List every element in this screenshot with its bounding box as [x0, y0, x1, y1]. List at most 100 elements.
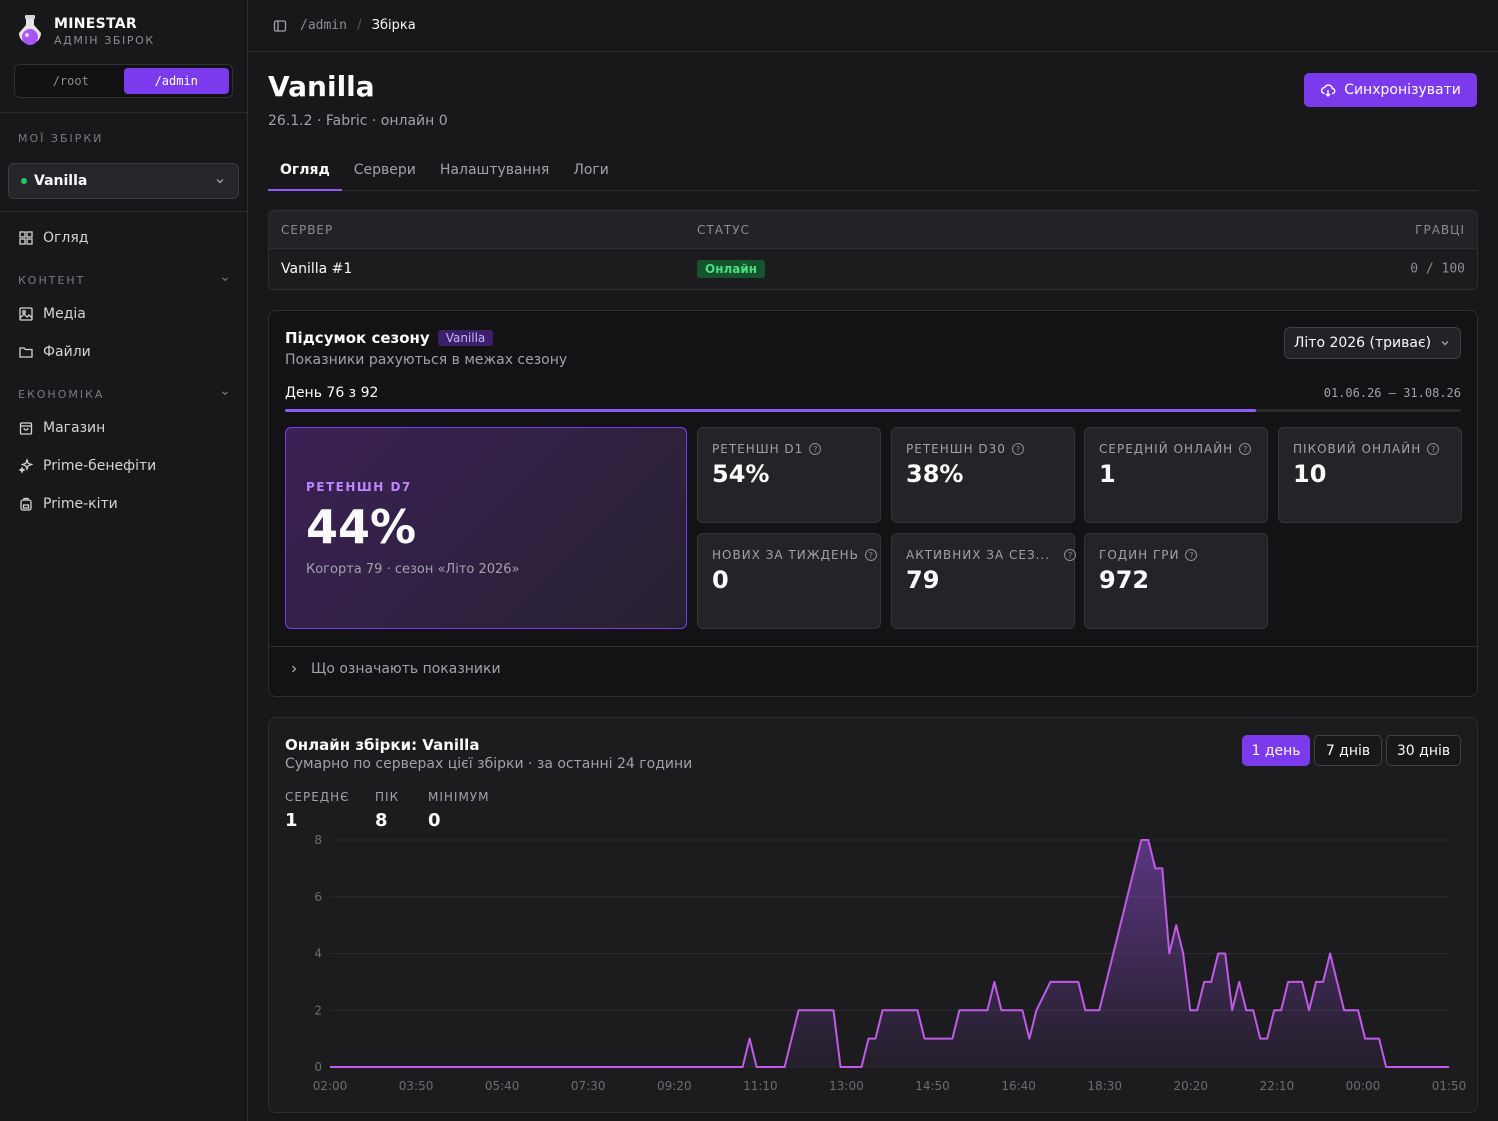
hero-kpi-value: 44%: [306, 500, 417, 554]
sidebar-item-label: Prime-кіти: [43, 496, 118, 512]
breadcrumb-current: Збірка: [371, 18, 416, 33]
brand-subtitle: АДМІН ЗБІРОК: [54, 33, 155, 47]
my-builds-label: МОЇ ЗБІРКИ: [18, 132, 230, 145]
help-icon[interactable]: ?: [1427, 443, 1440, 455]
divider: [0, 211, 247, 212]
x-tick-label: 11:10: [743, 1079, 778, 1093]
content-section[interactable]: КОНТЕНТ: [18, 274, 230, 287]
season-progress-fill: [285, 409, 1257, 412]
kpi-value: 1: [1099, 460, 1116, 488]
root-scope-button[interactable]: /root: [52, 74, 89, 88]
hero-kpi-retention-d7: РЕТЕНШН D7 44% Когорта 79 · сезон «Літо …: [285, 427, 687, 629]
x-tick-label: 00:00: [1346, 1079, 1381, 1093]
stat-minimum: МІНІМУМ 0: [428, 790, 489, 831]
sidebar-item-prime-kits[interactable]: Prime-кіти: [18, 496, 118, 512]
x-tick-label: 07:30: [571, 1079, 606, 1093]
kpi-label-text: ГОДИН ГРИ: [1099, 548, 1180, 562]
season-dates: 01.06.26 — 31.08.26: [1323, 386, 1461, 400]
x-tick-label: 13:00: [829, 1079, 864, 1093]
scope-switch: /root /admin: [14, 64, 233, 98]
season-select[interactable]: Літо 2026 (триває): [1284, 327, 1461, 359]
stat-value: 8: [375, 810, 388, 831]
sidebar-item-prime-benefits[interactable]: Prime-бенефіти: [18, 458, 156, 474]
content-section-label: КОНТЕНТ: [18, 274, 86, 287]
help-icon[interactable]: ?: [1064, 549, 1077, 561]
kpi-label: СЕРЕДНІЙ ОНЛАЙН?: [1099, 442, 1252, 456]
topbar: /admin / Збірка: [248, 0, 1498, 52]
stat-label: СЕРЕДНЄ: [285, 790, 350, 804]
range-7-days-button[interactable]: 7 днів: [1314, 735, 1382, 766]
tab-logs[interactable]: Логи: [573, 162, 609, 178]
y-tick-label: 8: [314, 833, 322, 847]
table-row[interactable]: Vanilla #1 Онлайн 0 / 100: [269, 249, 1477, 289]
brand[interactable]: MINESTAR АДМІН ЗБІРОК: [16, 14, 155, 48]
sync-button[interactable]: Синхронізувати: [1304, 73, 1477, 107]
stat-value: 0: [428, 810, 441, 831]
sidebar-item-overview[interactable]: Огляд: [18, 230, 88, 246]
kpi-value: 972: [1099, 566, 1150, 594]
range-1-day-button[interactable]: 1 день: [1242, 735, 1310, 766]
potion-logo-icon: [19, 15, 41, 45]
tab-servers[interactable]: Сервери: [353, 162, 416, 178]
economy-section-label: ЕКОНОМІКА: [18, 388, 105, 401]
sidebar: MINESTAR АДМІН ЗБІРОК /root /admin МОЇ З…: [0, 0, 248, 1121]
sidebar-item-label: Медіа: [43, 306, 86, 322]
kpi-label-text: НОВИХ ЗА ТИЖДЕНЬ: [712, 548, 859, 562]
stat-value: 1: [285, 810, 298, 831]
help-icon[interactable]: ?: [864, 549, 877, 561]
admin-scope-button[interactable]: /admin: [123, 68, 229, 94]
chevron-down-icon: [216, 179, 224, 184]
breadcrumb: /admin / Збірка: [300, 18, 416, 33]
metrics-explainer-toggle[interactable]: Що означають показники: [289, 661, 501, 677]
season-progress-bar: [285, 409, 1461, 412]
divider: [0, 112, 247, 113]
sidebar-item-label: Prime-бенефіти: [43, 458, 157, 474]
y-tick-label: 6: [314, 890, 322, 904]
grid-icon: [19, 231, 33, 245]
economy-section[interactable]: ЕКОНОМІКА: [18, 388, 230, 401]
servers-table: СЕРВЕР СТАТУС ГРАВЦІ Vanilla #1 Онлайн 0…: [268, 210, 1478, 290]
help-icon[interactable]: ?: [1185, 549, 1198, 561]
chevron-down-icon: [222, 391, 228, 396]
sidebar-toggle-icon[interactable]: [272, 18, 288, 34]
chevron-down-icon: [1441, 341, 1449, 346]
range-30-days-button[interactable]: 30 днів: [1386, 735, 1461, 766]
kpi-card: СЕРЕДНІЙ ОНЛАЙН? 1: [1084, 427, 1268, 523]
page-title: Vanilla: [268, 70, 375, 103]
divider: [269, 646, 1477, 647]
breadcrumb-root[interactable]: /admin: [300, 18, 347, 33]
cloud-download-icon: [1321, 84, 1336, 97]
x-tick-label: 09:20: [657, 1079, 692, 1093]
build-badge: Vanilla: [437, 330, 494, 346]
sidebar-item-files[interactable]: Файли: [18, 344, 91, 360]
page-subtitle: 26.1.2 · Fabric · онлайн 0: [268, 113, 448, 129]
folder-icon: [19, 347, 33, 358]
sidebar-item-media[interactable]: Медіа: [18, 306, 86, 322]
kpi-label: НОВИХ ЗА ТИЖДЕНЬ?: [712, 548, 877, 562]
kpi-label: АКТИВНИХ ЗА СЕЗ...?: [906, 548, 1077, 562]
stat-average: СЕРЕДНЄ 1: [285, 790, 350, 831]
y-tick-label: 2: [314, 1003, 322, 1017]
kpi-label-text: РЕТЕНШН D30: [906, 442, 1006, 456]
help-icon[interactable]: ?: [1011, 443, 1024, 455]
kpi-value: 0: [712, 566, 729, 594]
online-subtitle: Сумарно по серверах цієї збірки · за ост…: [285, 756, 693, 772]
x-tick-label: 01:50: [1432, 1079, 1467, 1093]
hero-kpi-subtitle: Когорта 79 · сезон «Літо 2026»: [306, 562, 520, 577]
kpi-label: РЕТЕНШН D30?: [906, 442, 1024, 456]
sidebar-item-shop[interactable]: Магазин: [18, 420, 105, 436]
season-select-value: Літо 2026 (триває): [1293, 335, 1432, 351]
backpack-icon: [20, 497, 32, 511]
build-select[interactable]: Vanilla: [8, 163, 239, 199]
build-select-value: Vanilla: [34, 173, 88, 189]
my-builds-label-text: МОЇ ЗБІРКИ: [18, 132, 104, 145]
stat-label: МІНІМУМ: [428, 790, 490, 804]
help-icon[interactable]: ?: [809, 443, 822, 455]
tab-overview[interactable]: Огляд: [268, 160, 342, 191]
kpi-label-text: РЕТЕНШН D1: [712, 442, 804, 456]
season-title-text: Підсумок сезону: [285, 329, 430, 347]
help-icon[interactable]: ?: [1239, 443, 1252, 455]
kpi-value: 54%: [712, 460, 770, 488]
tab-settings[interactable]: Налаштування: [439, 162, 550, 178]
kpi-value: 79: [906, 566, 940, 594]
